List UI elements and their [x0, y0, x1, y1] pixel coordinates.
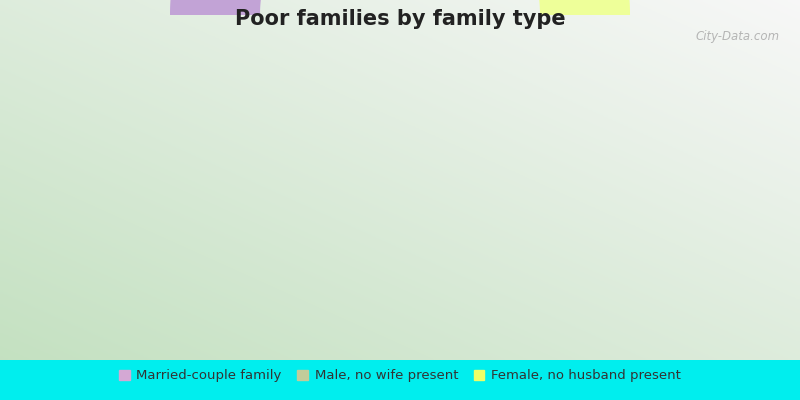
Polygon shape [422, 0, 630, 15]
Text: City-Data.com: City-Data.com [696, 30, 780, 43]
Text: Poor families by family type: Poor families by family type [234, 9, 566, 29]
Polygon shape [170, 0, 357, 15]
Legend: Married-couple family, Male, no wife present, Female, no husband present: Married-couple family, Male, no wife pre… [115, 366, 685, 386]
